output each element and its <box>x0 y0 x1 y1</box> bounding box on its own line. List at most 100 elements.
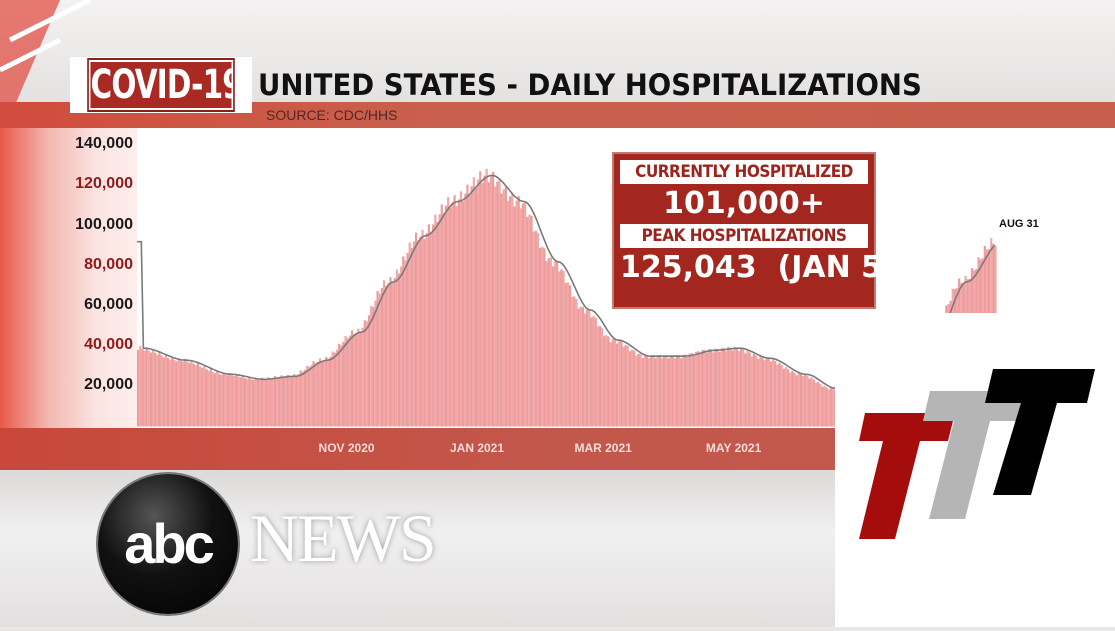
bar <box>300 370 302 426</box>
bar <box>586 310 588 427</box>
bar <box>505 187 507 427</box>
bar <box>466 185 468 427</box>
bar <box>203 366 205 426</box>
bar <box>351 331 353 427</box>
bar <box>353 334 355 426</box>
bar <box>629 351 631 426</box>
bar <box>588 310 590 427</box>
bar <box>257 380 259 427</box>
bar <box>535 231 537 427</box>
bar <box>659 355 661 426</box>
bar <box>804 374 806 427</box>
bar <box>302 372 304 427</box>
bar <box>580 307 582 427</box>
bar <box>665 355 667 426</box>
bar <box>543 248 545 426</box>
news-logo-text: NEWS <box>250 498 435 578</box>
bar <box>548 258 550 426</box>
bar <box>783 369 785 427</box>
bar <box>285 377 287 426</box>
bar <box>436 222 438 427</box>
bar <box>798 373 800 427</box>
bar <box>678 355 680 426</box>
bar <box>195 365 197 426</box>
bar <box>404 260 406 426</box>
bar <box>817 382 819 427</box>
bar <box>428 224 430 426</box>
bar <box>413 241 415 426</box>
bar <box>592 316 594 427</box>
bar <box>434 215 436 427</box>
bar <box>813 380 815 427</box>
bar <box>710 349 712 426</box>
bar <box>158 352 160 426</box>
bar <box>605 335 607 426</box>
bar <box>567 282 569 426</box>
bar <box>648 358 650 426</box>
bar <box>186 362 188 427</box>
bar <box>449 208 451 427</box>
bar <box>396 269 398 426</box>
bar <box>409 243 411 427</box>
bar <box>492 172 494 427</box>
bar <box>248 377 250 427</box>
bar <box>270 379 272 427</box>
bar <box>419 237 421 427</box>
bar <box>734 347 736 427</box>
bar <box>308 367 310 427</box>
bar <box>372 307 374 426</box>
bar <box>394 278 396 426</box>
bar <box>381 288 383 426</box>
bar <box>652 355 654 426</box>
abc-logo: abc <box>98 474 238 614</box>
bar <box>188 363 190 427</box>
bar <box>398 273 400 426</box>
bar <box>332 352 334 427</box>
bar <box>169 360 171 427</box>
bar <box>490 176 492 426</box>
bar <box>229 373 231 427</box>
bar <box>421 230 423 427</box>
bar <box>716 349 718 427</box>
bar <box>190 360 192 426</box>
bar <box>575 299 577 427</box>
bar <box>642 358 644 426</box>
bar <box>650 355 652 426</box>
bar <box>764 360 766 426</box>
bar <box>691 353 693 426</box>
bar <box>233 376 235 426</box>
bar <box>216 371 218 426</box>
bar <box>498 179 500 427</box>
bar <box>246 379 248 427</box>
bar <box>402 256 404 426</box>
bar <box>357 329 359 427</box>
bar <box>753 354 755 427</box>
bar <box>391 283 393 427</box>
bar <box>210 369 212 427</box>
bar <box>511 193 513 426</box>
bar <box>359 332 361 427</box>
bar <box>342 342 344 427</box>
bar <box>727 347 729 426</box>
bar <box>749 352 751 426</box>
bar <box>259 380 261 426</box>
bar <box>772 359 774 426</box>
bar <box>755 356 757 427</box>
bar <box>374 301 376 427</box>
peak-label: PEAK HOSPITALIZATIONS <box>620 224 868 248</box>
bar <box>143 351 145 427</box>
bar <box>261 378 263 427</box>
bar <box>684 355 686 427</box>
bar <box>156 355 158 427</box>
bar <box>293 374 295 427</box>
bar <box>321 361 323 426</box>
bar <box>456 206 458 426</box>
bar <box>614 339 616 427</box>
bar <box>276 378 278 426</box>
bar <box>267 377 269 426</box>
bar <box>618 341 620 427</box>
bar <box>201 368 203 427</box>
bar <box>729 347 731 426</box>
bar <box>781 365 783 426</box>
bar <box>714 349 716 427</box>
